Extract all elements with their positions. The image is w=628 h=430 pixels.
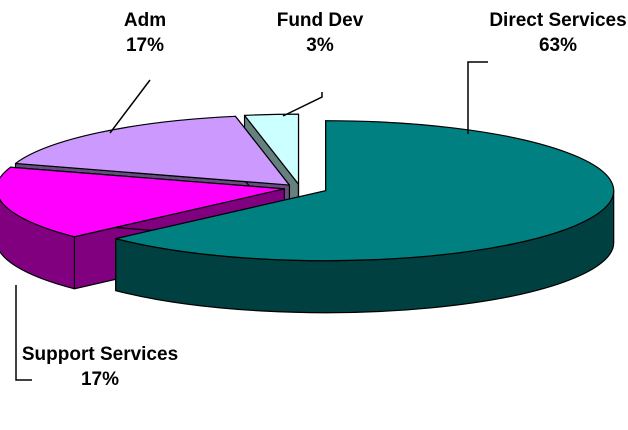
label-name: Fund Dev bbox=[276, 10, 364, 31]
leader-line bbox=[467, 61, 488, 134]
slice bbox=[243, 113, 300, 185]
slices bbox=[0, 113, 615, 314]
label-value: 17% bbox=[80, 369, 120, 390]
label-value: 3% bbox=[306, 35, 334, 56]
label-value: 17% bbox=[125, 35, 165, 56]
leader-lines bbox=[15, 61, 488, 381]
label: Direct Services 63% bbox=[488, 8, 628, 58]
label-value: 63% bbox=[538, 35, 578, 56]
leader-line bbox=[15, 285, 32, 381]
slice bbox=[0, 166, 285, 238]
label: Adm 17% bbox=[105, 8, 185, 58]
label-name: Adm bbox=[123, 10, 167, 31]
label: Fund Dev 3% bbox=[250, 8, 390, 58]
label: Support Services 17% bbox=[20, 342, 180, 392]
leader-line bbox=[282, 92, 323, 117]
leader-line bbox=[109, 79, 151, 134]
slice bbox=[115, 120, 615, 262]
slice bbox=[14, 115, 291, 186]
label-name: Support Services bbox=[21, 344, 179, 365]
label-name: Direct Services bbox=[489, 10, 627, 31]
